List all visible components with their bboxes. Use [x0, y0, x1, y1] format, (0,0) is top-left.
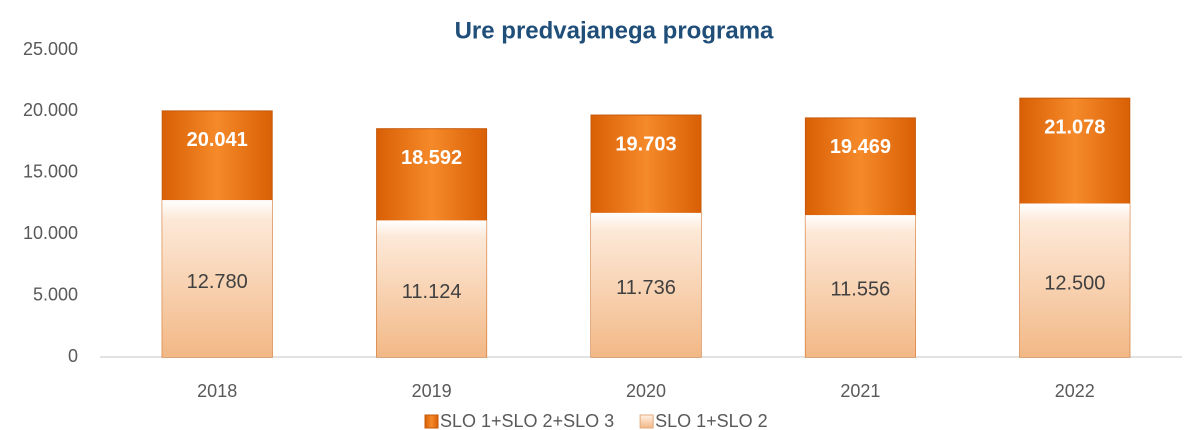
y-tick-label: 25.000: [23, 39, 78, 59]
value-label: 12.500: [1044, 273, 1105, 295]
y-tick-label: 0: [68, 346, 78, 366]
bar: [376, 220, 487, 357]
y-tick-label: 15.000: [23, 162, 78, 182]
value-label: 21.078: [1044, 116, 1105, 138]
value-label: 11.124: [402, 281, 462, 303]
value-label: 18.592: [401, 147, 462, 169]
value-label: 11.556: [831, 278, 891, 300]
value-label: 20.041: [187, 129, 248, 151]
value-label: 19.469: [830, 136, 891, 158]
x-tick-label: 2020: [626, 381, 666, 401]
x-tick-label: 2022: [1055, 381, 1095, 401]
bar: [1019, 203, 1130, 357]
x-tick-label: 2021: [840, 381, 880, 401]
bar: [162, 200, 273, 357]
legend-label: SLO 1+SLO 2+SLO 3: [440, 411, 614, 430]
bar: [591, 212, 701, 357]
x-tick-label: 2018: [197, 381, 237, 401]
value-label: 19.703: [615, 133, 676, 155]
bar: [805, 215, 916, 357]
value-label: 11.736: [616, 277, 676, 299]
legend-label: SLO 1+SLO 2: [655, 411, 768, 430]
value-label: 12.780: [187, 271, 248, 293]
chart-title: Ure predvajanega programa: [455, 17, 774, 44]
x-tick-label: 2019: [412, 381, 452, 401]
y-tick-label: 20.000: [23, 100, 78, 120]
legend-swatch: [639, 414, 654, 429]
legend-swatch: [424, 414, 439, 429]
y-tick-label: 10.000: [23, 223, 78, 243]
y-tick-label: 5.000: [33, 284, 78, 304]
